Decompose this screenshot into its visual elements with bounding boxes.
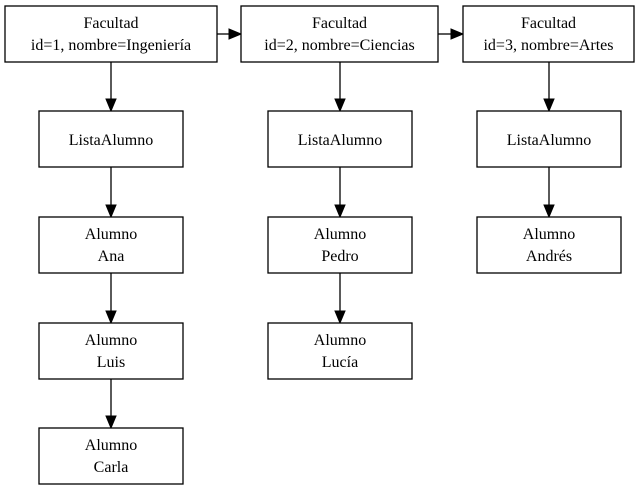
alumno-type-label: Alumno [85, 332, 137, 349]
arrowhead [543, 204, 555, 219]
facultad-type-label: Facultad [312, 15, 367, 32]
alumno-node-luis: Alumno Luis [38, 322, 184, 380]
lista-alumno-label: ListaAlumno [507, 132, 591, 149]
alumno-type-label: Alumno [314, 226, 366, 243]
facultad-attributes-label: id=3, nombre=Artes [483, 37, 613, 54]
arrowhead [543, 98, 555, 113]
facultad-type-label: Facultad [521, 15, 576, 32]
arrow-l1-to-a1 [105, 167, 117, 219]
arrowhead [105, 310, 117, 325]
alumno-node-lucia: Alumno Lucía [267, 322, 413, 380]
arrowhead [450, 28, 465, 40]
arrow-f1-to-l1 [105, 62, 117, 113]
facultad-type-label: Facultad [83, 15, 138, 32]
facultad-node-2: Facultad id=2, nombre=Ciencias [240, 5, 439, 63]
alumno-type-label: Alumno [85, 226, 137, 243]
arrow-f1-to-f2 [217, 28, 243, 40]
alumno-type-label: Alumno [314, 332, 366, 349]
alumno-name-label: Ana [98, 248, 125, 265]
alumno-node-carla: Alumno Carla [38, 427, 184, 485]
arrowhead [228, 28, 243, 40]
alumno-node-ana: Alumno Ana [38, 216, 184, 274]
alumno-name-label: Luis [97, 354, 125, 371]
lista-alumno-node-1: ListaAlumno [38, 110, 184, 168]
arrow-a1-to-a2 [105, 273, 117, 325]
alumno-type-label: Alumno [523, 226, 575, 243]
alumno-name-label: Carla [94, 459, 129, 476]
facultad-attributes-label: id=2, nombre=Ciencias [264, 37, 414, 54]
arrowhead [334, 310, 346, 325]
nodes-layer: Facultad id=1, nombre=Ingeniería Faculta… [4, 5, 635, 485]
alumno-node-pedro: Alumno Pedro [267, 216, 413, 274]
facultad-node-3: Facultad id=3, nombre=Artes [462, 5, 635, 63]
arrow-a2-to-a3 [105, 379, 117, 430]
alumno-type-label: Alumno [85, 437, 137, 454]
facultad-node-1: Facultad id=1, nombre=Ingeniería [4, 5, 218, 63]
arrow-f3-to-l3 [543, 62, 555, 113]
arrow-l3-to-a6 [543, 167, 555, 219]
lista-alumno-label: ListaAlumno [69, 132, 153, 149]
arrow-a4-to-a5 [334, 273, 346, 325]
lista-alumno-node-2: ListaAlumno [267, 110, 413, 168]
arrowhead [105, 415, 117, 430]
alumno-name-label: Pedro [321, 248, 358, 265]
arrowhead [105, 204, 117, 219]
lista-alumno-label: ListaAlumno [298, 132, 382, 149]
alumno-name-label: Lucía [322, 354, 358, 371]
arrow-l2-to-a4 [334, 167, 346, 219]
arrow-f2-to-l2 [334, 62, 346, 113]
alumno-name-label: Andrés [526, 248, 572, 265]
arrowhead [334, 204, 346, 219]
edges-layer [105, 28, 555, 430]
arrowhead [105, 98, 117, 113]
arrow-f2-to-f3 [438, 28, 465, 40]
lista-alumno-node-3: ListaAlumno [476, 110, 622, 168]
facultad-attributes-label: id=1, nombre=Ingeniería [31, 37, 191, 54]
alumno-node-andres: Alumno Andrés [476, 216, 622, 274]
arrowhead [334, 98, 346, 113]
